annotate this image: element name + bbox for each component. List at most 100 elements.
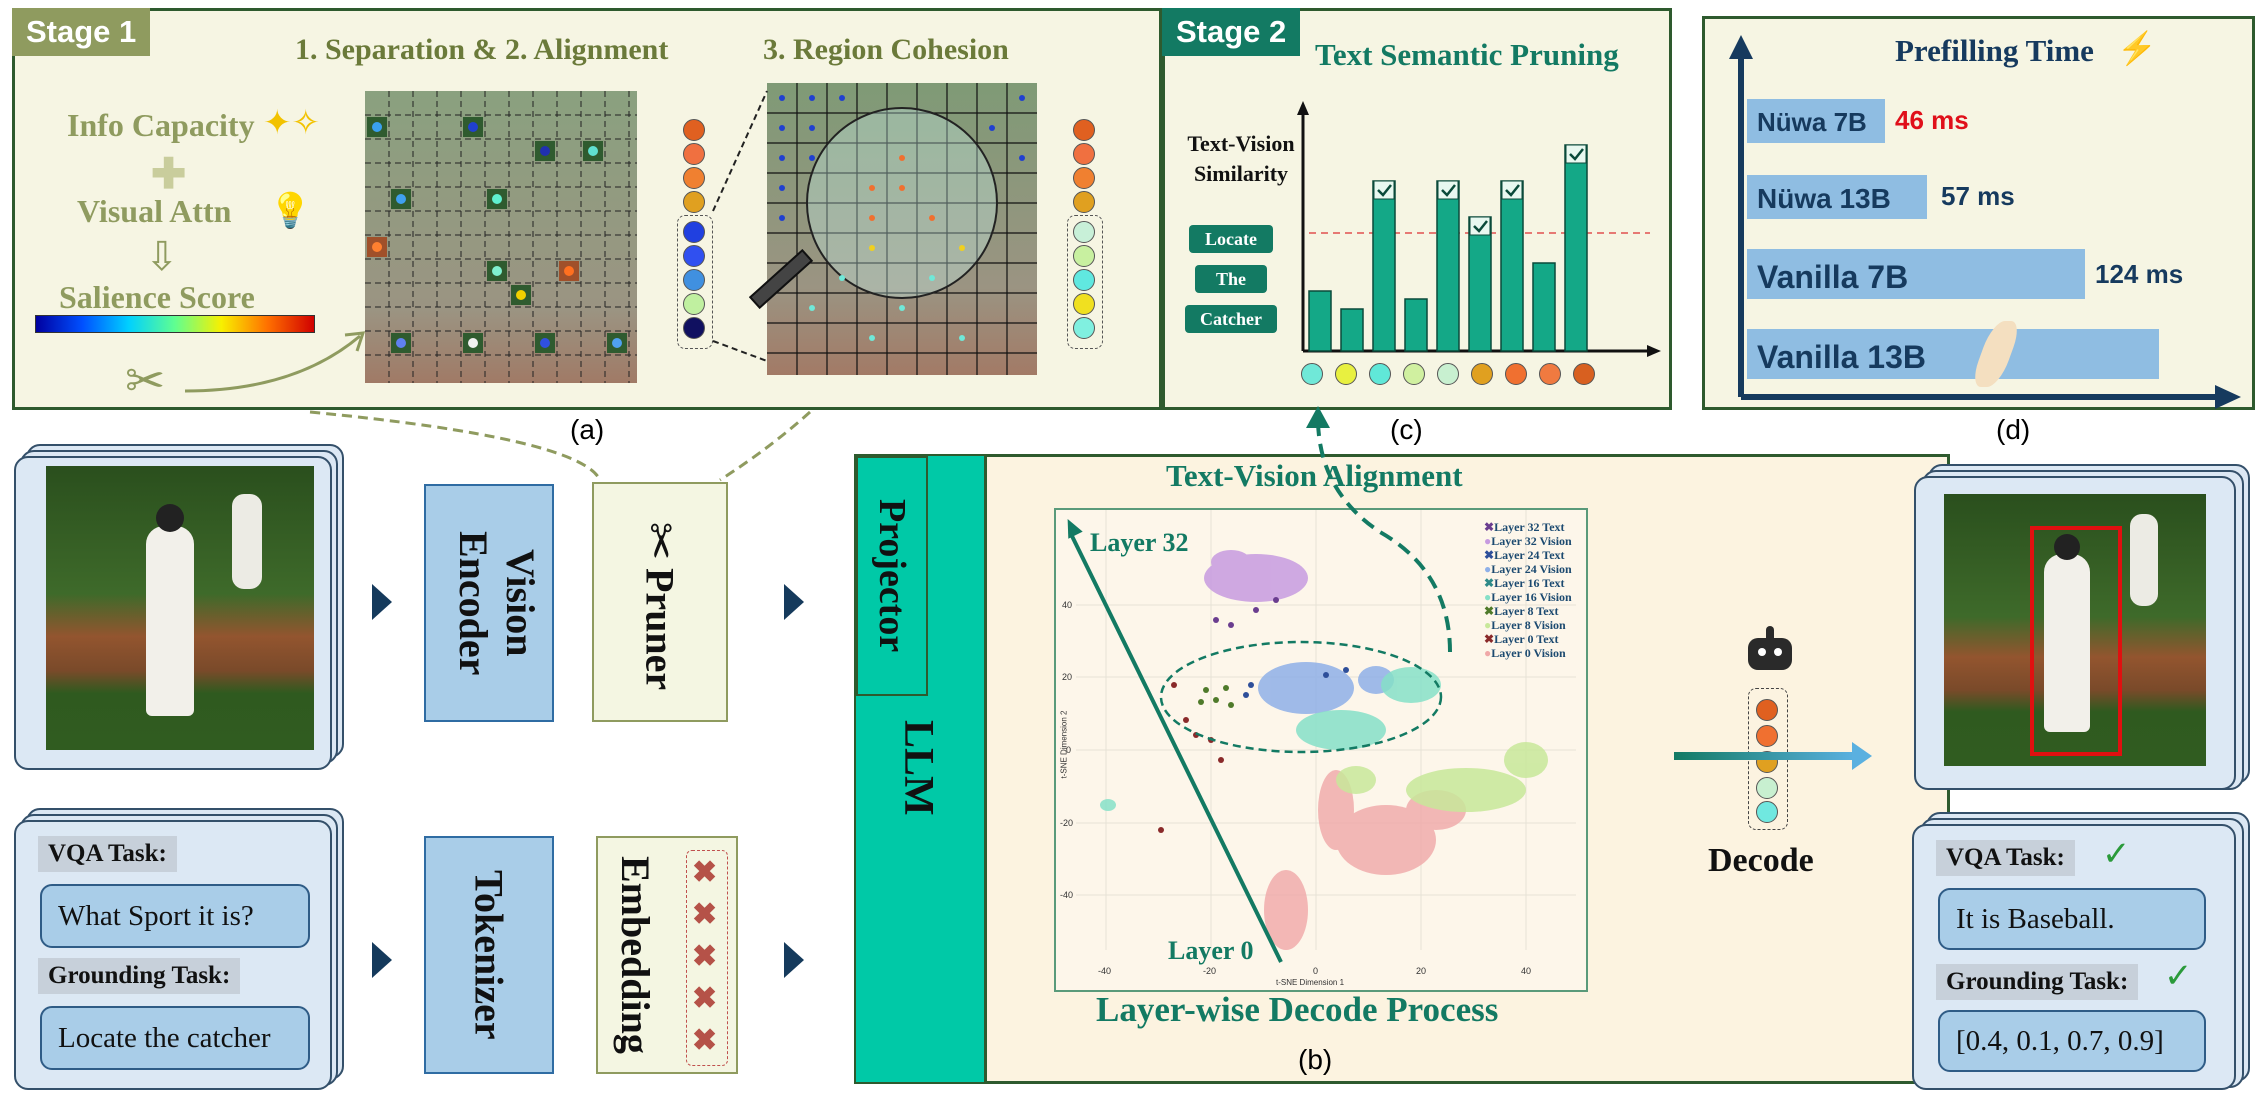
plus-icon: ✚: [151, 152, 187, 198]
salience-colorbar: [35, 315, 315, 333]
scissors-icon: ✂: [633, 521, 685, 561]
legend-item: ●Layer 8 Vision: [1484, 618, 1566, 632]
token-dot: [683, 269, 705, 291]
token-dot: [1403, 363, 1425, 385]
embedding-block: Embedding ✖ ✖ ✖ ✖ ✖: [596, 836, 738, 1074]
token-dot: [1505, 363, 1527, 385]
token-dot: [1073, 143, 1095, 165]
vqa-question[interactable]: What Sport it is?: [40, 884, 310, 948]
similarity-ylabel: Text-Vision Similarity: [1171, 129, 1311, 189]
legend-item: ●Layer 24 Vision: [1484, 562, 1572, 576]
word-token: Catcher: [1185, 305, 1277, 333]
robot-eye: [1758, 648, 1766, 656]
prefill-label: Nüwa 7B: [1757, 107, 1867, 137]
flow-chevron: [372, 942, 392, 978]
robot-antenna: [1766, 626, 1774, 638]
legend-item: ✖Layer 16 Text: [1484, 576, 1565, 590]
tsne-x-tick: -40: [1098, 966, 1112, 976]
similarity-bar: [1372, 180, 1396, 352]
similarity-bar: [1404, 298, 1428, 352]
prefill-label: Vanilla 13B: [1757, 339, 1926, 375]
vqa-task-label: VQA Task:: [38, 836, 177, 872]
player-figure: [146, 526, 194, 716]
tsne-y-tick: 20: [1062, 672, 1073, 682]
layer-32-label: Layer 32: [1090, 528, 1189, 557]
decode-arrow: [1674, 752, 1854, 760]
separation-alignment-title: 1. Separation & 2. Alignment: [295, 33, 669, 66]
projector-label: Projector: [871, 499, 913, 653]
region-cohesion-image: [767, 83, 1037, 375]
down-arrow-icon: ⇩: [145, 234, 179, 279]
token-group-box: [677, 215, 713, 349]
lightning-icon: ⚡: [2117, 30, 2157, 66]
token-dot: [1073, 245, 1095, 267]
legend-item: ●Layer 16 Vision: [1484, 590, 1572, 604]
legend-item: ●Layer 32 Vision: [1484, 534, 1572, 548]
curved-arrow: [184, 331, 366, 393]
sparkle-icon: ✦✧: [263, 105, 320, 142]
prefill-bar-vanilla13b: [1747, 329, 2159, 379]
prefill-bar-nuwa13b: [1747, 175, 1927, 219]
stage1-badge: Stage 1: [12, 8, 151, 56]
token-dot: [1073, 119, 1095, 141]
caption-b: (b): [1298, 1044, 1333, 1075]
token-dot: [1756, 699, 1778, 721]
token-dot: [1539, 363, 1561, 385]
player-figure: [2044, 554, 2090, 732]
vqa-task-label: VQA Task:: [1936, 840, 2075, 876]
grounding-task-label: Grounding Task:: [1936, 964, 2139, 1000]
pruned-x-icon: ✖: [692, 898, 718, 931]
legend-item: ✖Layer 32 Text: [1484, 520, 1565, 534]
tsne-legend: ✖Layer 32 Text ●Layer 32 Vision ✖Layer 2…: [1484, 520, 1584, 670]
ylabel-line2: Similarity: [1193, 161, 1289, 186]
similarity-bar: [1468, 216, 1492, 352]
pruner-label: Pruner: [637, 567, 683, 691]
robot-eye: [1774, 648, 1782, 656]
grounding-task-label: Grounding Task:: [38, 958, 241, 994]
tsne-x-axis-label: t-SNE Dimension 1: [1276, 978, 1345, 987]
similarity-bar: [1500, 180, 1524, 352]
pruned-x-icon: ✖: [692, 856, 718, 889]
tokenizer-block: Tokenizer: [424, 836, 554, 1074]
token-dot: [1573, 363, 1595, 385]
legend-item: ✖Layer 24 Text: [1484, 548, 1565, 562]
tsne-svg: [1067, 510, 1576, 963]
token-dot: [1756, 801, 1778, 823]
token-dot: [1437, 363, 1459, 385]
vision-encoder-block: Vision Encoder: [424, 484, 554, 722]
prefill-time: 124 ms: [2095, 259, 2184, 289]
token-dot: [1073, 317, 1095, 339]
player-head: [156, 504, 184, 532]
ylabel-line1: Text-Vision: [1187, 131, 1295, 156]
text-vision-alignment-title: Text-Vision Alignment: [1166, 458, 1463, 493]
caption-d: (d): [1996, 414, 2031, 445]
token-dot: [683, 167, 705, 189]
token-column-left: [675, 71, 715, 371]
robot-head: [1748, 638, 1792, 670]
tsne-y-tick: 0: [1066, 745, 1072, 755]
prefill-bar-nuwa7b: [1747, 99, 1885, 143]
legend-item: ●Layer 0 Vision: [1484, 646, 1566, 660]
token-dot: [1369, 363, 1391, 385]
input-image-card: [14, 456, 332, 770]
tsne-plot: Layer 32 Layer 0 -40 -20 0 20 40 t-SNE D…: [1054, 508, 1588, 992]
similarity-bar: [1340, 308, 1364, 352]
background-player: [232, 494, 262, 589]
token-dot: [683, 293, 705, 315]
tsne-x-tick: 40: [1521, 966, 1532, 976]
token-dot: [1073, 221, 1095, 243]
salience-score-label: Salience Score: [59, 279, 255, 315]
tsne-x-tick: 20: [1416, 966, 1427, 976]
token-dot: [1471, 363, 1493, 385]
scissors-icon: ✂: [125, 355, 166, 408]
output-task-card: VQA Task: ✓ It is Baseball. Grounding Ta…: [1912, 824, 2236, 1090]
similarity-bar: [1308, 290, 1332, 352]
grounding-bbox: [2030, 526, 2122, 756]
caption-c: (c): [1390, 414, 1423, 445]
grounding-question[interactable]: Locate the catcher: [40, 1006, 310, 1070]
pruner-block: ✂ Pruner: [592, 482, 728, 722]
token-dot: [1073, 191, 1095, 213]
text-semantic-pruning-title: Text Semantic Pruning: [1315, 37, 1619, 72]
word-token: Locate: [1189, 225, 1273, 253]
prefill-time: 46 ms: [1895, 105, 1969, 135]
